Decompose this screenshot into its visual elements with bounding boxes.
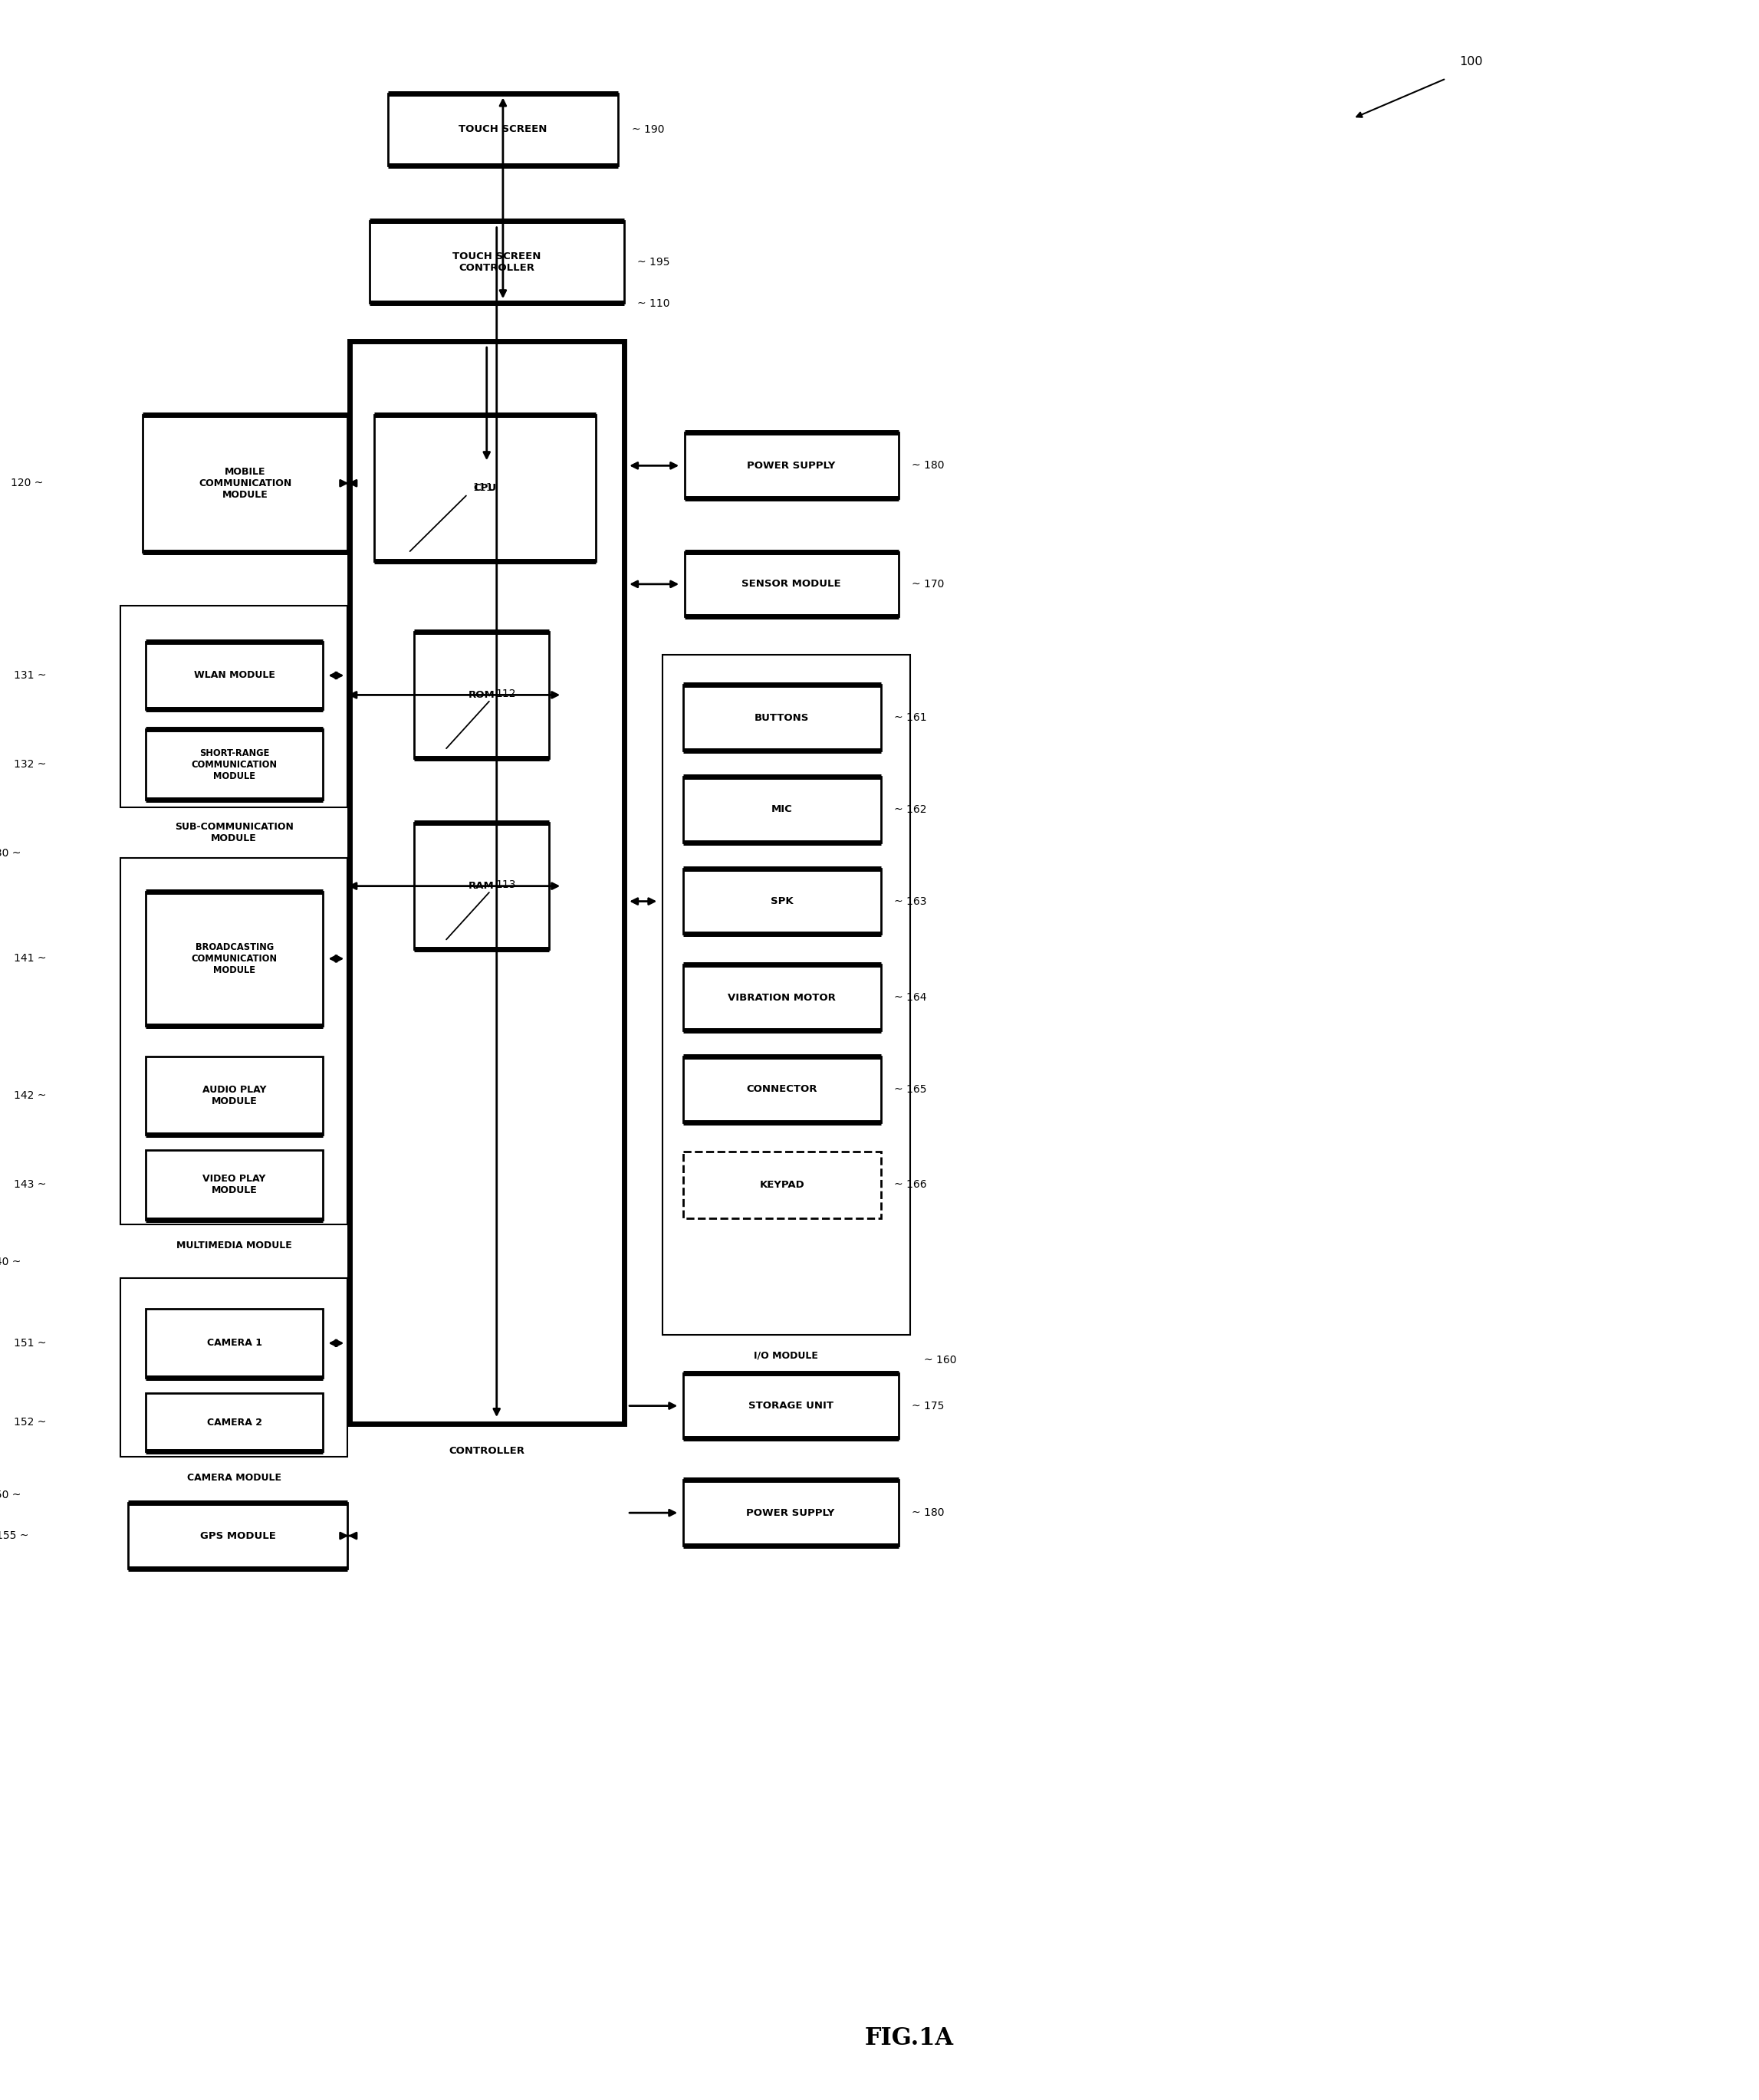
Text: SHORT-RANGE
COMMUNICATION
MODULE: SHORT-RANGE COMMUNICATION MODULE bbox=[192, 748, 278, 781]
Text: TOUCH SCREEN
CONTROLLER: TOUCH SCREEN CONTROLLER bbox=[452, 252, 542, 273]
Text: ~ 180: ~ 180 bbox=[911, 1508, 945, 1518]
Text: 150 ~: 150 ~ bbox=[0, 1489, 21, 1499]
Text: ~ 175: ~ 175 bbox=[911, 1401, 945, 1411]
Text: CAMERA 2: CAMERA 2 bbox=[208, 1418, 262, 1428]
Text: 152 ~: 152 ~ bbox=[14, 1418, 46, 1428]
Text: ~ 180: ~ 180 bbox=[911, 460, 945, 470]
Text: ~ 162: ~ 162 bbox=[894, 804, 927, 815]
Bar bbox=[415, 632, 549, 758]
Text: RAM: RAM bbox=[468, 882, 494, 890]
Bar bbox=[682, 869, 881, 934]
Text: BUTTONS: BUTTONS bbox=[755, 712, 809, 722]
Text: 100: 100 bbox=[1460, 57, 1483, 67]
Bar bbox=[350, 340, 624, 1424]
Bar bbox=[682, 1056, 881, 1121]
Text: CPU: CPU bbox=[473, 483, 496, 494]
Text: 143 ~: 143 ~ bbox=[14, 1180, 46, 1191]
Bar bbox=[121, 857, 347, 1224]
Bar bbox=[369, 220, 624, 302]
Bar bbox=[142, 414, 347, 552]
Text: 141 ~: 141 ~ bbox=[14, 953, 46, 964]
Bar bbox=[128, 1504, 347, 1569]
Text: SPK: SPK bbox=[770, 897, 793, 907]
Text: ~ 170: ~ 170 bbox=[911, 580, 945, 590]
Text: CAMERA 1: CAMERA 1 bbox=[208, 1338, 262, 1348]
Text: CONNECTOR: CONNECTOR bbox=[746, 1084, 818, 1094]
Text: SENSOR MODULE: SENSOR MODULE bbox=[742, 580, 841, 590]
Text: 120 ~: 120 ~ bbox=[11, 479, 44, 489]
Bar bbox=[684, 433, 899, 498]
Text: ROM: ROM bbox=[468, 691, 494, 699]
Text: ~ 110: ~ 110 bbox=[637, 298, 670, 309]
Bar bbox=[375, 414, 596, 561]
Bar bbox=[146, 890, 324, 1027]
Text: ~ 195: ~ 195 bbox=[637, 256, 670, 267]
Text: CONTROLLER: CONTROLLER bbox=[449, 1445, 524, 1455]
Text: 151 ~: 151 ~ bbox=[14, 1338, 46, 1348]
Text: MIC: MIC bbox=[770, 804, 793, 815]
Bar bbox=[682, 1373, 899, 1439]
Text: AUDIO PLAY
MODULE: AUDIO PLAY MODULE bbox=[202, 1086, 266, 1107]
Text: SUB-COMMUNICATION
MODULE: SUB-COMMUNICATION MODULE bbox=[174, 821, 294, 844]
Text: ~ 163: ~ 163 bbox=[894, 897, 927, 907]
Bar bbox=[146, 1151, 324, 1220]
Bar bbox=[663, 655, 909, 1336]
Text: ~ 165: ~ 165 bbox=[894, 1084, 927, 1094]
Bar bbox=[682, 1480, 899, 1546]
Text: VIBRATION MOTOR: VIBRATION MOTOR bbox=[728, 993, 836, 1002]
Text: GPS MODULE: GPS MODULE bbox=[201, 1531, 276, 1541]
Text: WLAN MODULE: WLAN MODULE bbox=[193, 670, 274, 680]
Bar bbox=[146, 640, 324, 710]
Bar bbox=[682, 1151, 881, 1218]
Text: ~ 164: ~ 164 bbox=[894, 993, 927, 1004]
Bar bbox=[121, 605, 347, 806]
Bar bbox=[684, 552, 899, 615]
Text: 155 ~: 155 ~ bbox=[0, 1531, 28, 1541]
Bar bbox=[146, 729, 324, 800]
Bar bbox=[682, 777, 881, 842]
Text: TOUCH SCREEN: TOUCH SCREEN bbox=[459, 124, 547, 134]
Bar bbox=[146, 1392, 324, 1451]
Text: ~ 160: ~ 160 bbox=[923, 1354, 957, 1365]
Bar bbox=[121, 1279, 347, 1457]
Text: ~ 161: ~ 161 bbox=[894, 712, 927, 722]
Text: ~ 166: ~ 166 bbox=[894, 1180, 927, 1191]
Text: 113: 113 bbox=[496, 880, 515, 890]
Text: 130 ~: 130 ~ bbox=[0, 848, 21, 859]
Bar bbox=[387, 92, 617, 166]
Text: POWER SUPPLY: POWER SUPPLY bbox=[748, 460, 836, 470]
Text: 131 ~: 131 ~ bbox=[14, 670, 46, 680]
Text: BROADCASTING
COMMUNICATION
MODULE: BROADCASTING COMMUNICATION MODULE bbox=[192, 943, 278, 974]
Text: POWER SUPPLY: POWER SUPPLY bbox=[746, 1508, 836, 1518]
Text: VIDEO PLAY
MODULE: VIDEO PLAY MODULE bbox=[202, 1174, 266, 1195]
Bar bbox=[146, 1056, 324, 1134]
Text: KEYPAD: KEYPAD bbox=[760, 1180, 804, 1191]
Bar bbox=[146, 1308, 324, 1378]
Text: STORAGE UNIT: STORAGE UNIT bbox=[748, 1401, 834, 1411]
Bar bbox=[682, 685, 881, 750]
Text: 112: 112 bbox=[496, 689, 515, 699]
Text: 142 ~: 142 ~ bbox=[14, 1090, 46, 1100]
Text: ~ 190: ~ 190 bbox=[631, 124, 665, 134]
Bar bbox=[415, 823, 549, 949]
Text: 111: 111 bbox=[473, 483, 493, 494]
Text: MOBILE
COMMUNICATION
MODULE: MOBILE COMMUNICATION MODULE bbox=[199, 466, 292, 500]
Text: I/O MODULE: I/O MODULE bbox=[755, 1350, 818, 1361]
Text: 140 ~: 140 ~ bbox=[0, 1258, 21, 1268]
Bar bbox=[682, 964, 881, 1031]
Text: MULTIMEDIA MODULE: MULTIMEDIA MODULE bbox=[176, 1241, 292, 1252]
Text: FIG.1A: FIG.1A bbox=[865, 2026, 953, 2050]
Text: 132 ~: 132 ~ bbox=[14, 758, 46, 771]
Text: CAMERA MODULE: CAMERA MODULE bbox=[186, 1472, 281, 1483]
